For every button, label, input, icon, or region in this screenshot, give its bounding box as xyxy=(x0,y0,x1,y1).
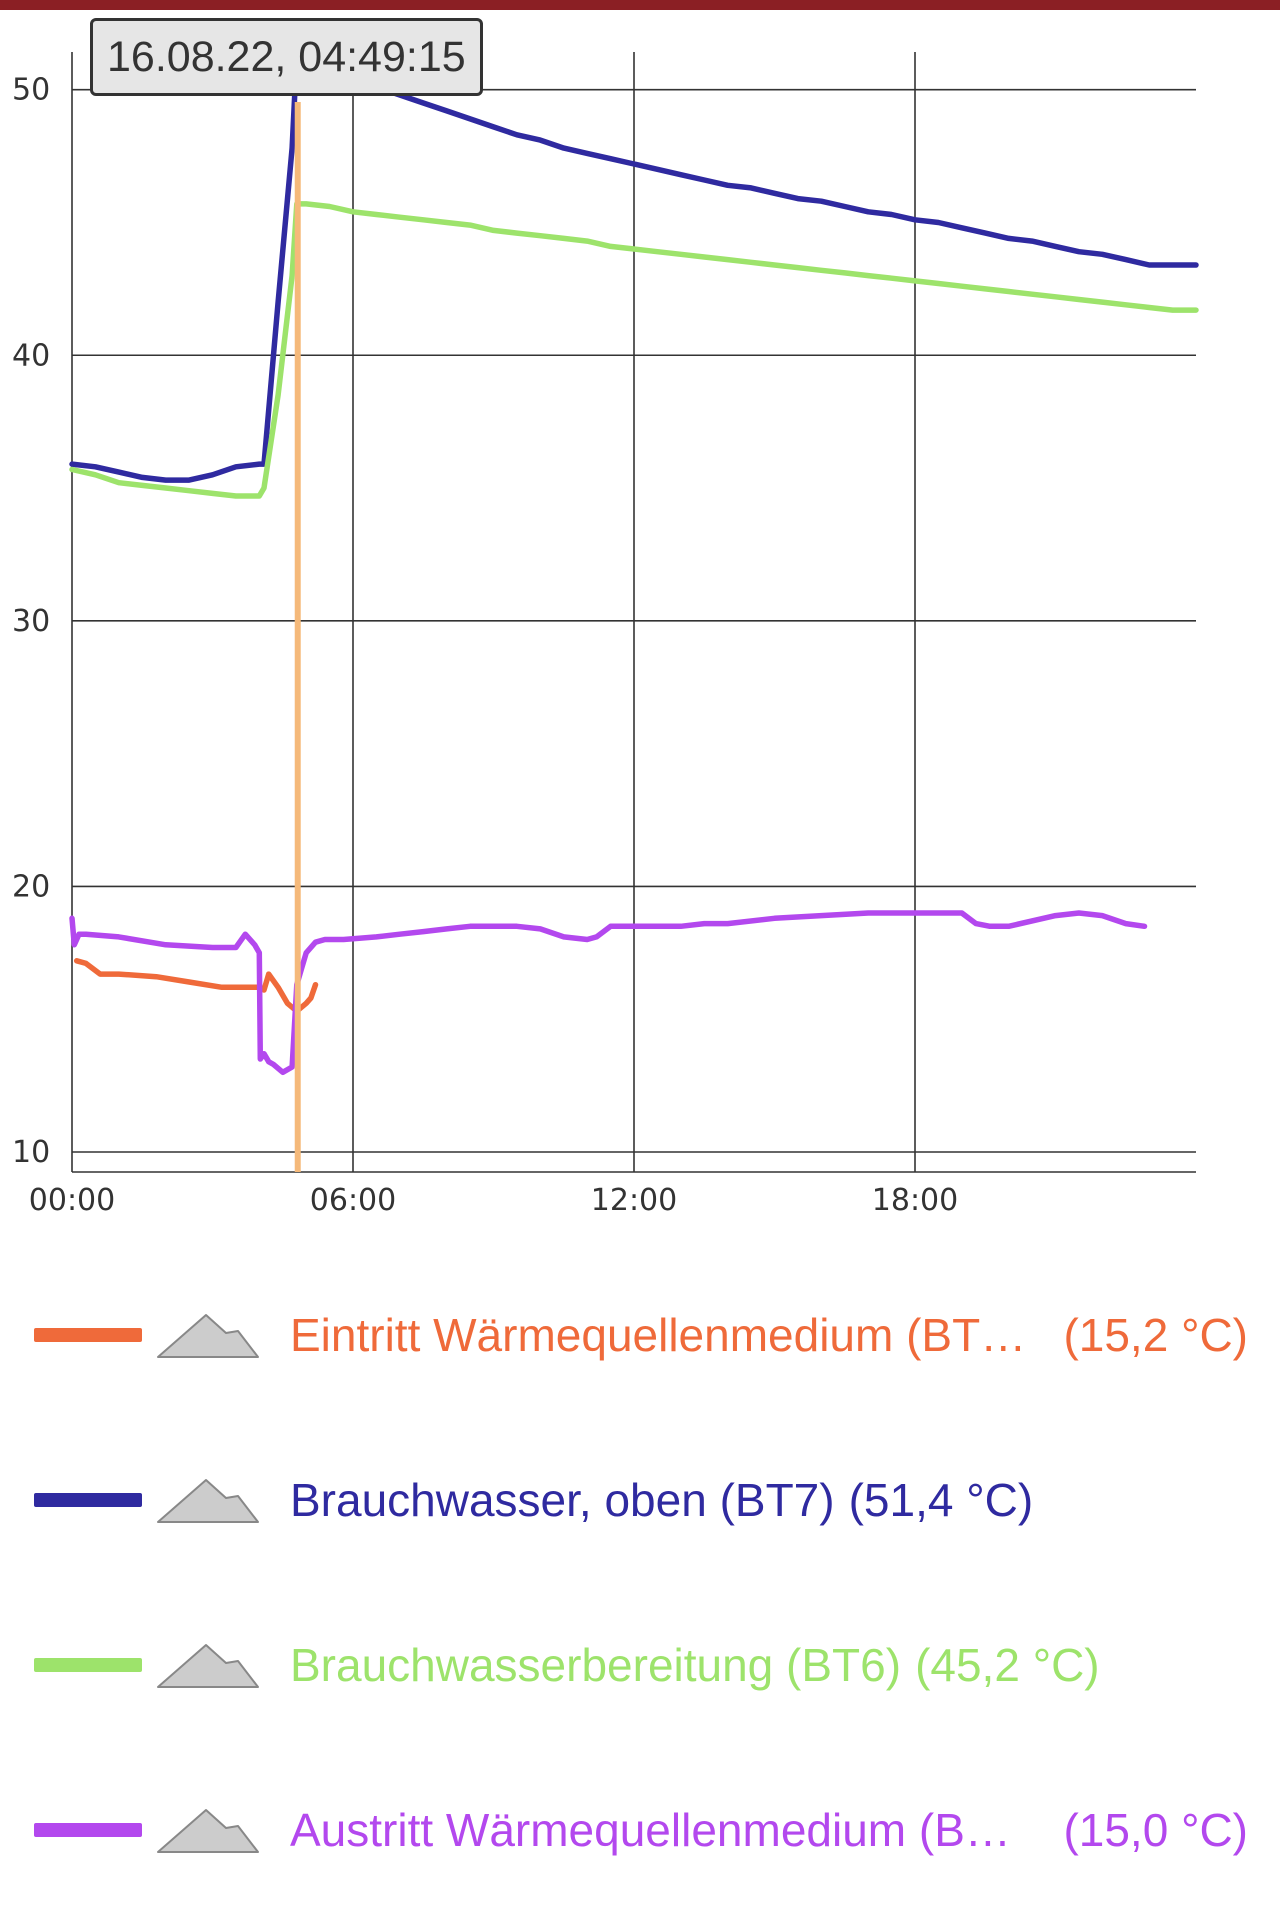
legend-swatch xyxy=(34,1493,142,1507)
series-line xyxy=(73,958,319,1014)
x-tick-label: 06:00 xyxy=(310,1183,396,1218)
legend-label: Brauchwasser, oben (BT7) (51,4 °C) xyxy=(290,1474,1034,1526)
series-line xyxy=(69,910,1148,1076)
y-tick-label: 30 xyxy=(12,604,50,639)
series-line xyxy=(69,201,1199,499)
header-bar xyxy=(0,0,1280,10)
legend-label: Brauchwasserbereitung (BT6) (45,2 °C) xyxy=(290,1639,1100,1691)
legend-label: Austritt Wärmequellenmedium (B… xyxy=(290,1804,1011,1856)
legend-item[interactable]: Eintritt Wärmequellenmedium (BT… (15,2 °C… xyxy=(0,1285,1280,1385)
legend-item[interactable]: Brauchwasserbereitung (BT6) (45,2 °C) xyxy=(0,1615,1280,1715)
y-tick-label: 20 xyxy=(12,869,50,904)
legend-label: Eintritt Wärmequellenmedium (BT… xyxy=(290,1309,1027,1361)
y-tick-label: 50 xyxy=(12,73,50,108)
area-chart-icon[interactable] xyxy=(156,1309,260,1361)
legend-item[interactable]: Austritt Wärmequellenmedium (B… (15,0 °C) xyxy=(0,1780,1280,1880)
legend-value: (15,0 °C) xyxy=(1063,1804,1248,1856)
legend-value: (45,2 °C) xyxy=(915,1639,1100,1691)
tooltip-text: 16.08.22, 04:49:15 xyxy=(107,32,466,81)
legend-value: (15,2 °C) xyxy=(1063,1309,1248,1361)
y-tick-label: 10 xyxy=(12,1135,50,1170)
area-chart-icon[interactable] xyxy=(156,1474,260,1526)
x-tick-label: 18:00 xyxy=(872,1183,958,1218)
line-chart[interactable]: 10 20 30 40 50 00:00 06:00 12:00 18:00 xyxy=(0,10,1280,1240)
chart-ticks: 10 20 30 40 50 00:00 06:00 12:00 18:00 xyxy=(12,73,958,1218)
legend-swatch xyxy=(34,1658,142,1672)
x-tick-label: 12:00 xyxy=(591,1183,677,1218)
time-tooltip: 16.08.22, 04:49:15 xyxy=(90,18,483,96)
area-chart-icon[interactable] xyxy=(156,1639,260,1691)
x-tick-label: 00:00 xyxy=(29,1183,115,1218)
area-chart-icon[interactable] xyxy=(156,1804,260,1856)
chart-grid xyxy=(71,52,1196,1173)
legend-swatch xyxy=(34,1328,142,1342)
y-tick-label: 40 xyxy=(12,338,50,373)
legend-item[interactable]: Brauchwasser, oben (BT7) (51,4 °C) xyxy=(0,1450,1280,1550)
chart-series xyxy=(69,49,1199,1076)
legend-value: (51,4 °C) xyxy=(848,1474,1034,1526)
legend-swatch xyxy=(34,1823,142,1837)
series-line xyxy=(69,49,1199,483)
